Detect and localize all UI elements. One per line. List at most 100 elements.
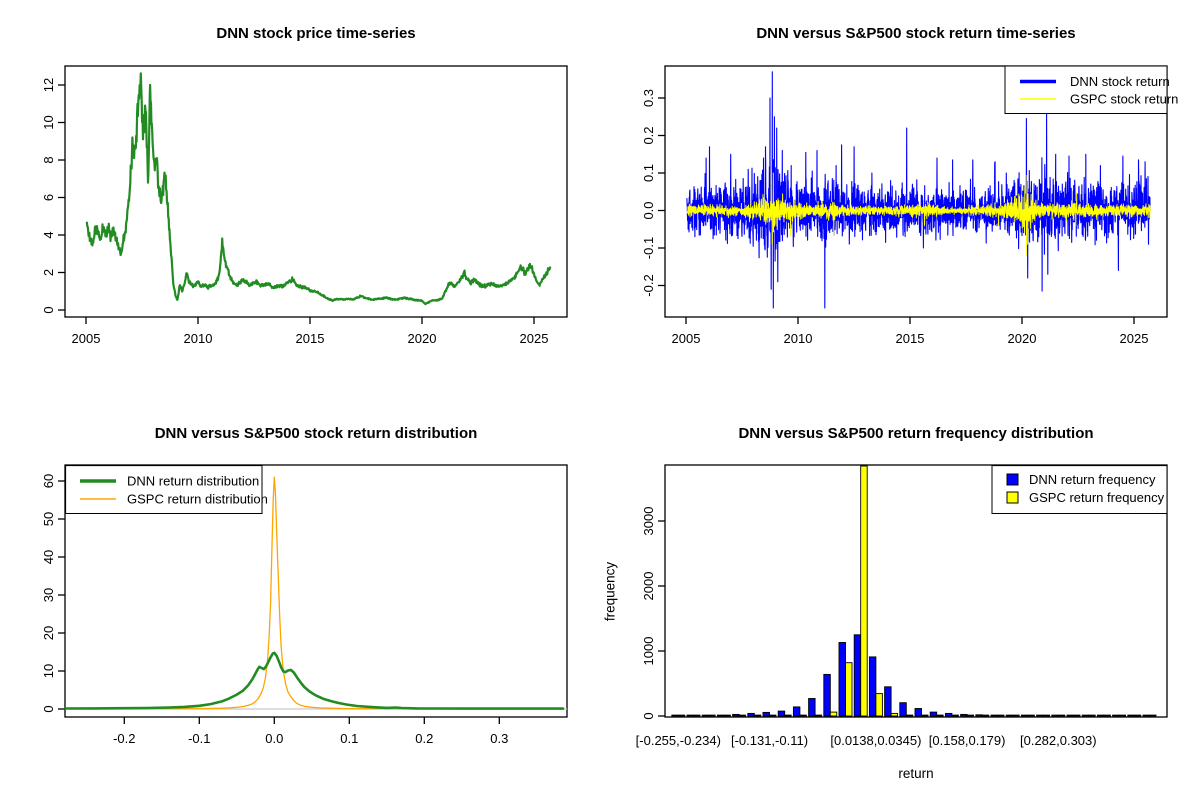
panel2-title: DNN versus S&P500 stock return time-seri… [756, 25, 1076, 42]
gspc-frequency-bar [981, 714, 990, 717]
dnn-frequency-bar [686, 714, 694, 717]
gspc-frequency-bar [1133, 714, 1142, 717]
legend-label: GSPC return frequency [1029, 490, 1165, 505]
dnn-frequency-bar [747, 712, 755, 717]
panel4-title: DNN versus S&P500 return frequency distr… [738, 425, 1094, 442]
legend-box [1004, 65, 1168, 114]
gspc-frequency-bar [693, 714, 701, 717]
gspc-frequency-bar [1057, 714, 1066, 717]
y-tick-label: 0.3 [641, 89, 656, 107]
y-tick-label: 10 [41, 115, 56, 129]
gspc-frequency-bar [1149, 714, 1157, 717]
y-tick-label: 0.1 [641, 164, 656, 182]
bin-label: [0.158,0.179) [929, 733, 1006, 748]
dnn-frequency-bar [914, 708, 922, 717]
legend-box [991, 465, 1168, 515]
legend-label: DNN return frequency [1029, 472, 1156, 487]
dnn-frequency-bar [1036, 714, 1044, 717]
dnn-frequency-bar [868, 656, 877, 717]
gspc-frequency-bar [769, 714, 777, 717]
gspc-return-line [686, 168, 1151, 256]
dnn-frequency-bar [1066, 714, 1074, 717]
dnn-frequency-bar [808, 698, 816, 717]
legend-label: DNN return distribution [127, 474, 259, 489]
gspc-frequency-bar [738, 714, 747, 717]
y-tick-label: 0.2 [641, 126, 656, 144]
gspc-frequency-bar [921, 714, 929, 717]
gspc-density-line [65, 476, 564, 710]
gspc-frequency-bar [753, 714, 762, 717]
legend-swatch [1006, 491, 1019, 504]
y-tick-label: 1000 [641, 637, 656, 666]
dnn-density-line [64, 651, 565, 710]
y-tick-label: 50 [41, 512, 56, 526]
gspc-frequency-bar [1088, 714, 1096, 717]
panel4-xaxis-label: return [898, 766, 934, 781]
x-tick-label: 2025 [520, 331, 549, 346]
y-tick-label: 10 [41, 664, 56, 678]
y-tick-label: 4 [41, 231, 56, 238]
x-tick-label: -0.2 [113, 731, 135, 746]
bin-label: [-0.255,-0.234) [636, 733, 721, 748]
legend-label: DNN stock return [1070, 74, 1170, 89]
bin-label: [-0.131,-0.11) [731, 733, 808, 748]
gspc-frequency-bar [997, 714, 1005, 717]
gspc-frequency-bar [1012, 714, 1020, 717]
dnn-frequency-bar [990, 714, 998, 717]
dnn-frequency-bar [1051, 714, 1059, 717]
dnn-frequency-bar [884, 686, 892, 717]
x-tick-label: 2020 [408, 331, 437, 346]
gspc-frequency-bar [814, 714, 823, 717]
panel1-plot-box [64, 65, 568, 318]
x-tick-label: 0.3 [490, 731, 508, 746]
dnn-frequency-bar [929, 711, 938, 717]
gspc-frequency-bar [723, 714, 731, 717]
x-tick-label: 2010 [184, 331, 213, 346]
dnn-frequency-bar [1112, 714, 1120, 717]
gspc-frequency-bar [860, 465, 868, 717]
dnn-price-line [85, 72, 552, 306]
y-tick-label: 0 [41, 705, 56, 712]
dnn-frequency-bar [1020, 714, 1029, 717]
gspc-frequency-bar [784, 714, 792, 717]
gspc-frequency-bar [1118, 714, 1127, 717]
gspc-frequency-bar [890, 712, 899, 717]
gspc-frequency-bar [1042, 714, 1051, 717]
dnn-frequency-bar [762, 711, 770, 717]
dnn-frequency-bar [1127, 714, 1135, 717]
dnn-frequency-bar [838, 642, 846, 717]
dnn-frequency-bar [671, 714, 679, 717]
y-tick-label: 0 [641, 712, 656, 719]
x-tick-label: 2010 [784, 331, 813, 346]
y-tick-label: 8 [41, 156, 56, 163]
gspc-frequency-bar [875, 693, 883, 717]
dnn-frequency-bar [777, 710, 786, 717]
y-tick-label: 2000 [641, 572, 656, 601]
panel4-yaxis-label: frequency [602, 561, 618, 622]
y-tick-label: 0 [41, 306, 56, 313]
x-tick-label: 2025 [1120, 331, 1149, 346]
dnn-frequency-bar [975, 714, 983, 717]
x-tick-label: 0.2 [415, 731, 433, 746]
dnn-frequency-bar [853, 634, 862, 717]
gspc-frequency-bar [1103, 714, 1111, 717]
y-tick-label: 40 [41, 550, 56, 564]
y-tick-label: 20 [41, 626, 56, 640]
panel1-title: DNN stock price time-series [216, 25, 416, 42]
panel4-plot-box [664, 464, 1168, 718]
x-tick-label: 2015 [296, 331, 325, 346]
x-tick-label: 2020 [1008, 331, 1037, 346]
legend-label: GSPC return distribution [127, 492, 268, 507]
y-tick-label: -0.1 [641, 237, 656, 259]
dnn-frequency-bar [701, 714, 710, 717]
legend-swatch [1006, 473, 1019, 486]
panel3-title: DNN versus S&P500 stock return distribut… [154, 425, 478, 442]
dnn-frequency-bar [1005, 714, 1014, 717]
dnn-frequency-bar [823, 673, 831, 717]
y-tick-label: -0.2 [641, 274, 656, 296]
dnn-frequency-bar [899, 702, 907, 717]
x-tick-label: 2015 [896, 331, 925, 346]
dnn-frequency-bar [960, 713, 968, 717]
